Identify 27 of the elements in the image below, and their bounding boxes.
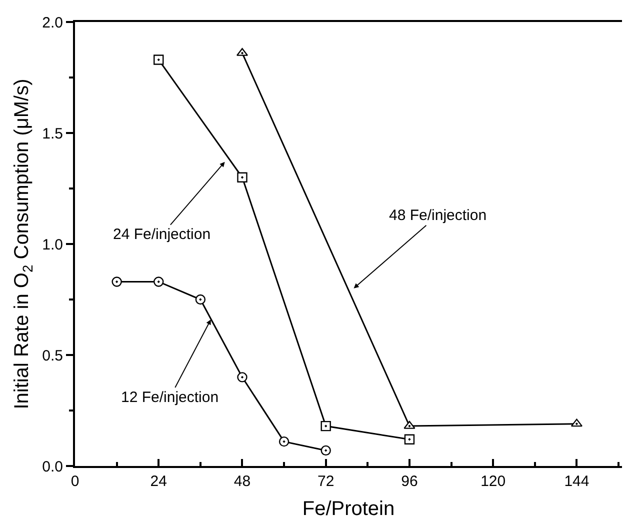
x-axis-title: Fe/Protein bbox=[302, 498, 395, 520]
point bbox=[320, 445, 331, 456]
annotation: 24 Fe/injection bbox=[113, 226, 211, 243]
x-tick-label: 120 bbox=[480, 473, 506, 490]
y-tick-label: 1.0 bbox=[42, 236, 63, 254]
x-tick-label: 48 bbox=[234, 473, 251, 490]
point bbox=[195, 294, 206, 305]
x-tick-label: 96 bbox=[401, 473, 418, 490]
point bbox=[404, 434, 415, 444]
point bbox=[112, 276, 122, 287]
annotation: 48 Fe/injection bbox=[389, 207, 487, 224]
point bbox=[404, 420, 416, 429]
point bbox=[154, 54, 164, 65]
point bbox=[278, 436, 290, 447]
x-tick-label: 24 bbox=[150, 473, 167, 490]
y-tick-label: 0.0 bbox=[42, 458, 63, 476]
y-tick-label: 0.5 bbox=[42, 347, 63, 364]
x-tick-label: 72 bbox=[318, 473, 334, 490]
y-tick-label: 1.5 bbox=[42, 125, 63, 142]
y-tick-label: 2.0 bbox=[42, 14, 63, 32]
annotation: 12 Fe/injection bbox=[121, 389, 219, 406]
point bbox=[237, 172, 248, 182]
point bbox=[237, 372, 248, 382]
point bbox=[320, 420, 331, 432]
x-tick-label: 144 bbox=[564, 473, 590, 490]
point bbox=[154, 276, 164, 287]
x-tick-label: 0 bbox=[70, 473, 80, 490]
